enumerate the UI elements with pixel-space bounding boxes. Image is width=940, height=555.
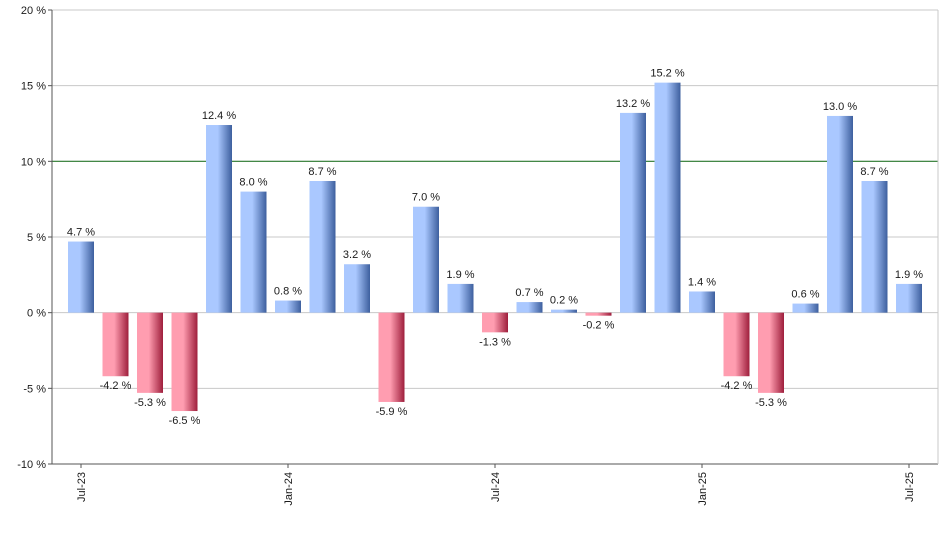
data-label: -6.5 % [169,415,201,427]
bar-positive [516,302,543,313]
x-tick-label: Jul-23 [76,472,88,502]
bar-positive [792,303,819,313]
data-label: -5.3 % [134,397,166,409]
bar-positive [896,283,922,313]
data-label: 7.0 % [412,192,440,204]
data-label: 8.0 % [239,177,267,189]
bar-positive [206,125,232,313]
bar-negative [723,312,750,377]
y-tick-label: -5 % [23,383,46,395]
data-label: 0.7 % [515,287,543,299]
bar-positive [275,300,301,313]
data-label: 13.0 % [823,101,857,113]
bar-negative [171,312,198,412]
bar-positive [689,291,715,313]
data-label: -4.2 % [721,380,753,392]
data-label: 15.2 % [650,68,684,80]
data-label: -0.2 % [583,320,615,332]
bar-positive [654,82,681,313]
y-tick-label: 15 % [21,81,46,93]
bar-positive [344,264,370,313]
x-tick-label: Jul-25 [904,472,916,502]
y-tick-label: -10 % [17,459,46,471]
data-label: 0.6 % [791,289,819,301]
data-label: -1.3 % [479,336,511,348]
bar-positive [620,112,646,313]
data-label: 8.7 % [860,166,888,178]
data-label: 3.2 % [343,249,371,261]
bars [68,82,922,412]
data-label: -5.3 % [755,397,787,409]
data-label: 1.4 % [688,276,716,288]
bar-negative [102,312,129,377]
data-labels: 4.7 %-4.2 %-5.3 %-6.5 %12.4 %8.0 %0.8 %8… [67,68,923,427]
data-label: 1.9 % [446,269,474,281]
y-tick-label: 5 % [27,232,46,244]
data-label: 4.7 % [67,227,95,239]
x-tick-label: Jan-25 [697,472,709,506]
bar-positive [309,181,336,313]
data-label: 8.7 % [308,166,336,178]
bar-positive [861,181,888,313]
bar-negative [482,312,508,333]
bar-positive [551,309,577,313]
data-label: -5.9 % [376,406,408,418]
y-tick-label: 10 % [21,156,46,168]
data-label: 0.2 % [550,295,578,307]
bar-positive [827,115,853,313]
bar-negative [585,312,612,316]
data-label: 13.2 % [616,98,650,110]
data-label: 12.4 % [202,110,236,122]
x-tick-label: Jan-24 [283,472,295,506]
bar-negative [137,312,163,393]
bar-positive [240,191,267,313]
data-label: -4.2 % [100,380,132,392]
bar-negative [758,312,784,393]
bar-positive [447,283,474,313]
data-label: 0.8 % [274,286,302,298]
x-tick-label: Jul-24 [490,472,502,502]
y-tick-label: 0 % [27,308,46,320]
data-label: 1.9 % [895,269,923,281]
bar-positive [68,241,94,313]
bar-positive [413,206,439,313]
y-tick-label: 20 % [21,5,46,17]
axes: -10 % -5 % 0 % 5 % 10 % 15 % 20 % Jul-23 Jan-24 J… [17,5,939,506]
bar-negative [378,312,405,402]
